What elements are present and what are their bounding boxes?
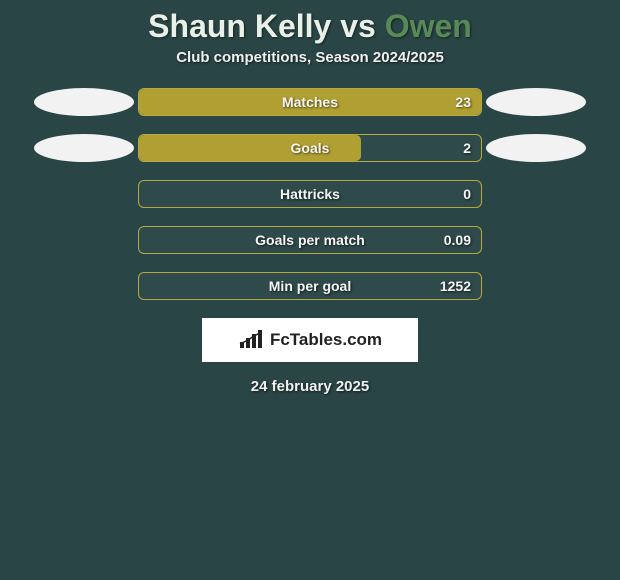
stat-row: Matches 23 — [0, 88, 620, 116]
stat-bar: Matches 23 — [138, 88, 482, 116]
stat-label: Hattricks — [280, 186, 340, 202]
stat-row: Goals per match 0.09 — [0, 226, 620, 254]
subtitle: Club competitions, Season 2024/2025 — [0, 49, 620, 66]
stat-label: Goals per match — [255, 232, 365, 248]
stat-value: 1252 — [440, 278, 471, 294]
stat-row: Min per goal 1252 — [0, 272, 620, 300]
date-line: 24 february 2025 — [0, 378, 620, 395]
stat-row: Goals 2 — [0, 134, 620, 162]
stat-value: 23 — [455, 94, 471, 110]
stat-label: Matches — [282, 94, 338, 110]
right-ellipse — [486, 88, 586, 116]
stat-label: Min per goal — [269, 278, 351, 294]
stat-row: Hattricks 0 — [0, 180, 620, 208]
stat-rows-container: Matches 23 Goals 2 Hattricks 0 Goals per match… — [0, 88, 620, 300]
stat-value: 0.09 — [444, 232, 471, 248]
bar-chart-icon — [238, 330, 264, 350]
title-player1: Shaun Kelly — [148, 8, 331, 44]
brand-text: FcTables.com — [270, 330, 382, 350]
right-ellipse — [486, 134, 586, 162]
page-title: Shaun Kelly vs Owen — [0, 0, 620, 49]
stat-value: 2 — [463, 140, 471, 156]
title-player2: Owen — [385, 8, 472, 44]
left-ellipse — [34, 88, 134, 116]
stat-bar: Goals 2 — [138, 134, 482, 162]
title-vs: vs — [340, 8, 376, 44]
stat-label: Goals — [291, 140, 330, 156]
brand-badge[interactable]: FcTables.com — [202, 318, 418, 362]
left-ellipse — [34, 134, 134, 162]
stat-bar: Goals per match 0.09 — [138, 226, 482, 254]
stat-bar: Min per goal 1252 — [138, 272, 482, 300]
stat-bar: Hattricks 0 — [138, 180, 482, 208]
stat-value: 0 — [463, 186, 471, 202]
